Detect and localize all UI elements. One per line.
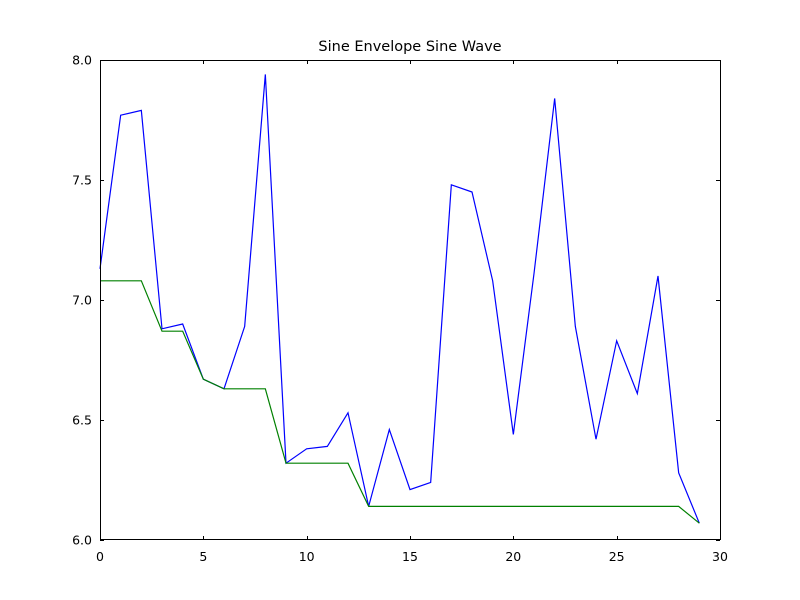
series-line-signal [99,74,700,524]
x-tick-label: 15 [402,549,418,564]
x-tick-label: 20 [505,549,521,564]
x-tick-label: 5 [199,549,207,564]
x-tick-label: 30 [712,549,728,564]
y-tick-labels-group: 6.0 6.5 7.0 7.5 8.0 [72,53,92,548]
data-series-group [99,74,700,524]
y-tick-label: 7.0 [72,293,92,308]
x-tick-label: 0 [96,549,104,564]
x-tick-label: 10 [299,549,315,564]
y-tick-label: 7.5 [72,173,92,188]
axes-frame [100,60,721,540]
y-tick-label: 8.0 [72,53,92,68]
axis-ticks-group [100,60,721,541]
y-tick-label: 6.0 [72,533,92,548]
x-tick-labels-group: 0 5 10 15 20 25 30 [96,549,728,564]
chart-title: Sine Envelope Sine Wave [318,39,501,55]
x-tick-label: 25 [609,549,625,564]
series-line-lower-envelope [100,280,700,524]
y-tick-label: 6.5 [72,413,92,428]
